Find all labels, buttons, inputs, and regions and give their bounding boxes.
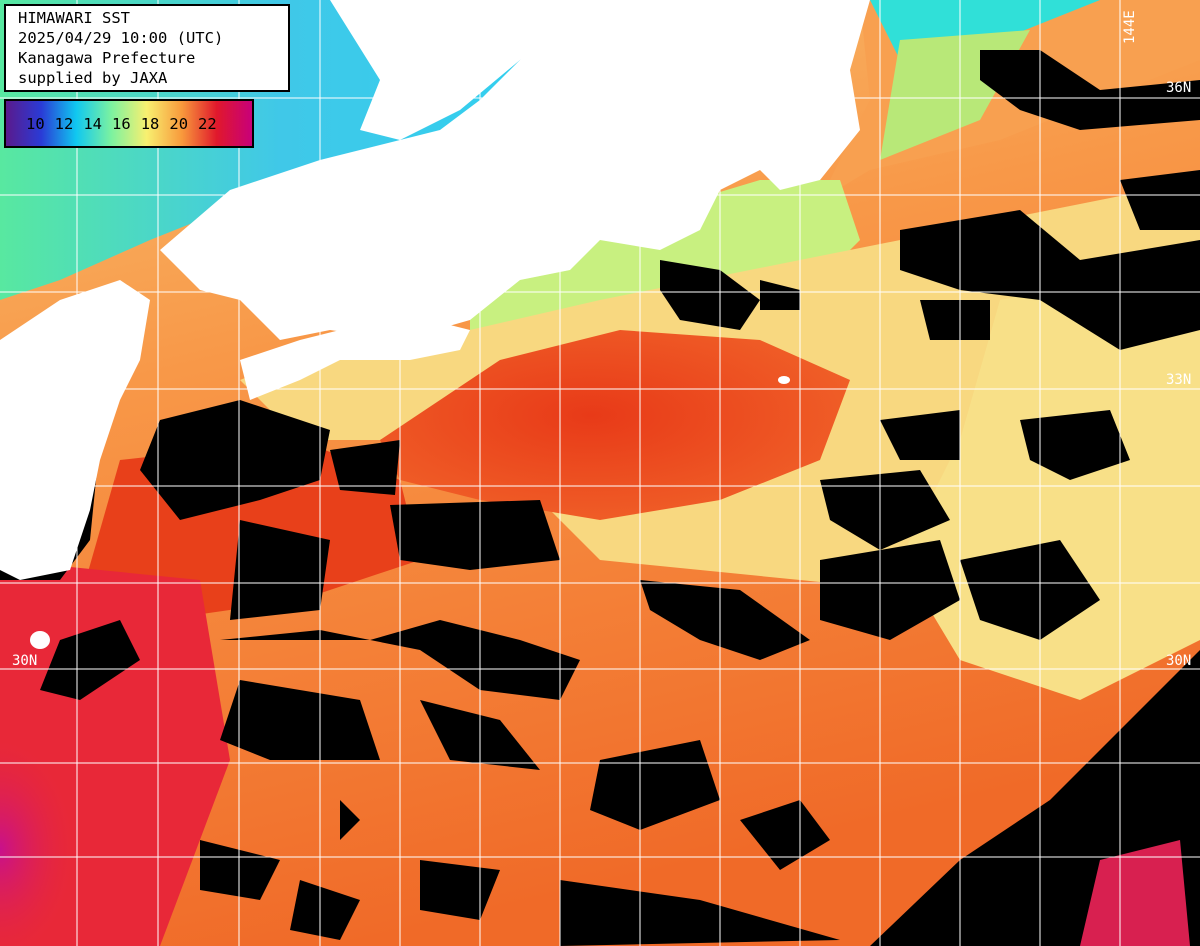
provider-prefecture: Kanagawa Prefecture <box>18 49 196 67</box>
temperature-legend: 10 12 14 16 18 20 22 <box>4 99 254 148</box>
legend-label: 18 <box>140 115 160 133</box>
lat-label-36n: 36N <box>1166 80 1192 96</box>
southeast-warm-patch <box>1080 840 1190 946</box>
observation-datetime: 2025/04/29 10:00 (UTC) <box>18 29 224 47</box>
legend-color-bar <box>6 101 252 146</box>
legend-label: 12 <box>54 115 74 133</box>
legend-label: 20 <box>169 115 189 133</box>
info-box: HIMAWARI SST 2025/04/29 10:00 (UTC) Kana… <box>4 4 290 92</box>
product-title: HIMAWARI SST <box>18 9 130 27</box>
kuroshio-current <box>380 330 850 520</box>
data-supplier: supplied by JAXA <box>18 69 168 87</box>
legend-label: 16 <box>112 115 131 133</box>
lat-label-30n-right: 30N <box>1166 653 1192 669</box>
lon-label-144e: 144E <box>1122 10 1138 44</box>
legend-labels: 10 12 14 16 18 20 22 <box>26 115 217 133</box>
lat-label-33n: 33N <box>1166 372 1192 388</box>
land <box>0 0 870 649</box>
legend-label: 14 <box>83 115 103 133</box>
south-cloud <box>560 880 840 946</box>
lat-label-30n-left: 30N <box>12 653 38 669</box>
legend-label: 22 <box>198 115 217 133</box>
legend-label: 10 <box>26 115 45 133</box>
